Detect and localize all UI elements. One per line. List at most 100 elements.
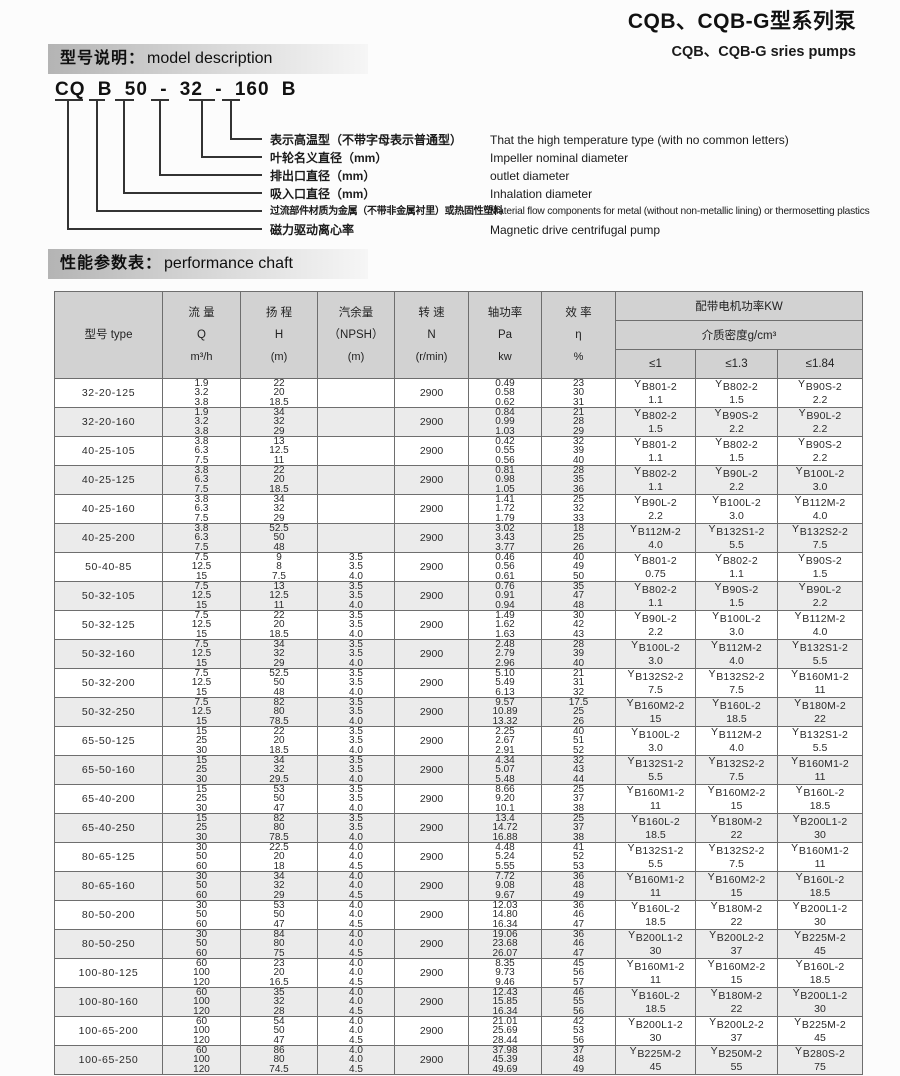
motor-cell: YB90S-2 1.5 <box>776 552 864 582</box>
motor-power: 4.0 <box>729 741 744 754</box>
motor-power: 11 <box>650 799 661 812</box>
col-header-npsh: 汽余量 （NPSH） (m) <box>317 291 395 379</box>
h-cell: 34 32 29 <box>240 639 318 669</box>
motor-power: 3.0 <box>812 480 828 493</box>
motor-power: 2.2 <box>812 451 828 464</box>
model-type-cell: 65-50-160 <box>54 755 163 785</box>
motor-cell: YB132S1-2 5.5 <box>776 639 864 669</box>
motor-cell: YB802-2 1.5 <box>695 436 778 466</box>
npsh-cell: 3.5 3.5 4.0 <box>317 697 395 727</box>
motor-power: 18.5 <box>726 712 747 725</box>
model-type-cell: 100-65-200 <box>54 1016 163 1046</box>
shaft-power-cell: 12.03 14.80 16.34 <box>468 900 542 930</box>
motor-cell: YB200L2-2 37 <box>695 1016 778 1046</box>
motor-cell: YB100L-2 3.0 <box>776 465 864 495</box>
motor-model: YB200L2-2 <box>709 929 764 944</box>
motor-power: 3.0 <box>648 741 663 754</box>
npsh-cell <box>317 436 395 466</box>
efficiency-cell: 46 55 56 <box>541 987 616 1017</box>
motor-model: YB160M1-2 <box>791 755 849 770</box>
col-header-line: H <box>274 328 284 341</box>
motor-cell: YB90S-2 2.2 <box>695 407 778 437</box>
motor-power: 2.2 <box>729 480 744 493</box>
speed-cell: 2900 <box>394 639 469 669</box>
model-code-label-en: Impeller nominal diameter <box>490 151 629 165</box>
motor-model: YB100L-2 <box>795 465 845 480</box>
h-cell: 34 32 29 <box>240 407 318 437</box>
motor-model: YB90L-2 <box>634 494 677 509</box>
h-cell: 22 20 18.5 <box>240 465 318 495</box>
motor-cell: YB802-2 1.1 <box>615 581 696 611</box>
shaft-power-cell: 0.49 0.58 0.62 <box>468 378 542 408</box>
model-type-cell: 40-25-125 <box>54 465 163 495</box>
h-cell: 22 20 18.5 <box>240 726 318 756</box>
motor-cell: YB132S2-2 7.5 <box>695 842 778 872</box>
q-cell: 7.5 12.5 15 <box>162 668 241 698</box>
motor-power: 15 <box>730 799 743 812</box>
motor-cell: YB100L-2 3.0 <box>615 639 696 669</box>
motor-cell: YB132S1-2 5.5 <box>695 523 778 553</box>
connector-cap <box>189 99 215 101</box>
motor-model: YB132S1-2 <box>627 842 684 857</box>
col-header-type: 型号 type <box>54 291 163 379</box>
motor-cell: YB180M-2 22 <box>776 697 864 727</box>
shaft-power-cell: 13.4 14.72 16.88 <box>468 813 542 843</box>
model-type-cell: 100-80-160 <box>54 987 163 1017</box>
page-title-block: CQB、CQB-G型系列泵 CQB、CQB-G sries pumps <box>628 5 856 61</box>
motor-power: 1.1 <box>648 393 663 406</box>
motor-cell: YB132S1-2 5.5 <box>615 842 696 872</box>
motor-cell: YB160L-2 18.5 <box>615 900 696 930</box>
col-header-line: 汽余量 <box>338 306 374 319</box>
connector-line <box>230 138 262 140</box>
motor-power: 1.5 <box>648 422 663 435</box>
model-type-cell: 32-20-125 <box>54 378 163 408</box>
model-type-cell: 80-50-200 <box>54 900 163 930</box>
q-cell: 60 100 120 <box>162 958 241 988</box>
motor-model: YB200L1-2 <box>792 987 848 1002</box>
q-cell: 60 100 120 <box>162 1016 241 1046</box>
shaft-power-cell: 4.48 5.24 5.55 <box>468 842 542 872</box>
motor-power: 2.2 <box>812 422 828 435</box>
h-cell: 82 80 78.5 <box>240 813 318 843</box>
shaft-power-cell: 2.48 2.79 2.96 <box>468 639 542 669</box>
npsh-cell: 3.5 3.5 4.0 <box>317 581 395 611</box>
motor-cell: YB160L-2 18.5 <box>695 697 778 727</box>
motor-model: YB132S1-2 <box>708 523 765 538</box>
speed-cell: 2900 <box>394 1016 469 1046</box>
motor-cell: YB160L-2 18.5 <box>615 813 696 843</box>
q-cell: 60 100 120 <box>162 1045 241 1075</box>
q-cell: 15 25 30 <box>162 726 241 756</box>
npsh-cell: 3.5 3.5 4.0 <box>317 784 395 814</box>
speed-cell: 2900 <box>394 726 469 756</box>
speed-cell: 2900 <box>394 494 469 524</box>
q-cell: 30 50 60 <box>162 842 241 872</box>
table-row: 80-65-125 30 50 60 22.5 20 18 4.0 4.0 4.5 2900 4.48… <box>54 842 864 872</box>
motor-power: 15 <box>730 886 743 899</box>
model-type-cell: 100-80-125 <box>54 958 163 988</box>
shaft-power-cell: 0.81 0.98 1.05 <box>468 465 542 495</box>
motor-power: 30 <box>649 944 662 957</box>
motor-model: YB160L-2 <box>795 871 845 886</box>
shaft-power-cell: 0.84 0.99 1.03 <box>468 407 542 437</box>
table-row: 50-32-160 7.5 12.5 15 34 32 29 3.5 3.5 4.0 2900 2.4… <box>54 639 864 669</box>
motor-power: 11 <box>650 973 661 986</box>
col-header-density-1-3: ≤1.3 <box>695 349 778 379</box>
efficiency-cell: 21 28 29 <box>541 407 616 437</box>
motor-cell: YB160M2-2 15 <box>695 784 778 814</box>
motor-cell: YB200L1-2 30 <box>776 987 864 1017</box>
speed-cell: 2900 <box>394 1045 469 1075</box>
section-label-en: model description <box>147 50 273 67</box>
motor-cell: YB225M-2 45 <box>615 1045 696 1075</box>
speed-cell: 2900 <box>394 465 469 495</box>
motor-cell: YB160M1-2 11 <box>615 871 696 901</box>
motor-model: YB100L-2 <box>712 494 761 509</box>
motor-power: 18.5 <box>645 915 666 928</box>
table-row: 100-65-200 60 100 120 54 50 47 4.0 4.0 4.5 2900 21.… <box>54 1016 864 1046</box>
table-row: 40-25-200 3.8 6.3 7.5 52.5 50 48 2900 3.02 3.43 3.… <box>54 523 864 553</box>
motor-cell: YB180M-2 22 <box>695 900 778 930</box>
col-header-density: 介质密度g/cm³ <box>614 320 864 350</box>
motor-cell: YB90L-2 2.2 <box>615 610 696 640</box>
motor-model: YB90S-2 <box>714 407 759 422</box>
motor-model: YB132S2-2 <box>627 668 684 683</box>
section-header-performance: 性能参数表： performance chaft <box>48 249 368 279</box>
